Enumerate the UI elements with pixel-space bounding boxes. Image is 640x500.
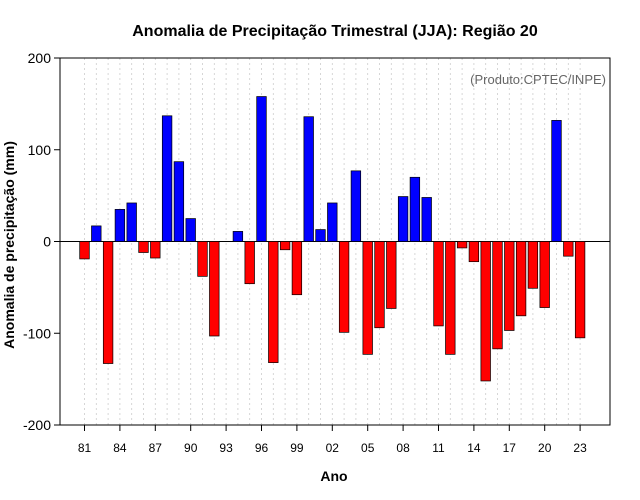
bar-2015	[480, 241, 491, 382]
chart-title: Anomalia de Precipitação Trimestral (JJA…	[132, 23, 538, 40]
bar-2014	[468, 241, 480, 263]
bar-2011	[433, 241, 444, 327]
bar-1982	[91, 225, 102, 242]
bar-2000	[303, 116, 314, 242]
bar-1987	[150, 241, 161, 259]
x-tick-label-1996: 96	[255, 441, 269, 455]
bar-2023	[574, 241, 586, 339]
bar-2016	[492, 241, 503, 350]
y-tick-label--100: -100	[23, 325, 51, 341]
x-tick-label-1999: 99	[290, 441, 304, 455]
bar-1998	[279, 241, 291, 251]
bar-2013	[456, 241, 468, 249]
x-tick-label-2020: 20	[538, 441, 552, 455]
bar-1981	[79, 241, 90, 260]
bar-1990	[185, 218, 196, 242]
y-tick-label-200: 200	[28, 50, 52, 66]
bar-2009	[409, 176, 421, 242]
x-tick-label-1993: 93	[219, 441, 233, 455]
bar-1997	[268, 241, 279, 363]
bar-2001	[315, 229, 326, 242]
bar-1983	[102, 241, 114, 364]
x-tick-label-1987: 87	[149, 441, 163, 455]
y-axis: -200 -100 0 100 200	[23, 50, 60, 433]
bar-1994	[232, 231, 244, 242]
grid-lines	[84, 58, 581, 425]
x-tick-label-2008: 08	[396, 441, 410, 455]
y-axis-label: Anomalia de precipitação (mm)	[1, 141, 17, 349]
bar-1996	[256, 96, 267, 242]
bar-2022	[563, 241, 574, 257]
y-tick-label-0: 0	[43, 234, 51, 250]
bar-2012	[445, 241, 456, 355]
x-tick-label-2002: 02	[326, 441, 340, 455]
bar-1988	[161, 115, 173, 242]
bar-2006	[374, 241, 385, 329]
bar-1985	[126, 202, 137, 242]
y-tick-label-100: 100	[28, 142, 52, 158]
y-tick-label--200: -200	[23, 417, 51, 433]
x-tick-label-2005: 05	[361, 441, 375, 455]
bar-2007	[386, 241, 397, 309]
bar-1999	[291, 241, 303, 296]
bar-1992	[209, 241, 220, 337]
bar-2004	[350, 170, 362, 242]
bar-1991	[197, 241, 208, 277]
bar-1986	[138, 241, 149, 253]
x-tick-label-1990: 90	[184, 441, 198, 455]
bar-1989	[173, 161, 185, 242]
bar-2020	[539, 241, 550, 308]
bar-2002	[327, 202, 338, 242]
credit-annotation: (Produto:CPTEC/INPE)	[470, 72, 606, 87]
bar-2005	[362, 241, 373, 355]
bars	[79, 96, 586, 382]
bar-2017	[504, 241, 515, 331]
bar-1984	[114, 209, 126, 242]
x-tick-label-2017: 17	[503, 441, 517, 455]
x-axis: 81 84 87 90 93 96 99 02 05 08 11 14 17 20 23	[78, 425, 587, 455]
bar-1995	[244, 241, 255, 285]
x-tick-label-1984: 84	[113, 441, 127, 455]
bar-2019	[527, 241, 539, 289]
x-tick-label-1981: 81	[78, 441, 92, 455]
x-tick-label-2014: 14	[467, 441, 481, 455]
x-tick-label-2023: 23	[573, 441, 587, 455]
x-tick-label-2011: 11	[432, 441, 445, 455]
bar-2010	[421, 197, 432, 242]
x-axis-label: Ano	[320, 468, 347, 484]
bar-2018	[515, 241, 527, 317]
bar-2003	[338, 241, 350, 333]
bar-2021	[551, 120, 562, 242]
bar-2008	[397, 196, 409, 242]
